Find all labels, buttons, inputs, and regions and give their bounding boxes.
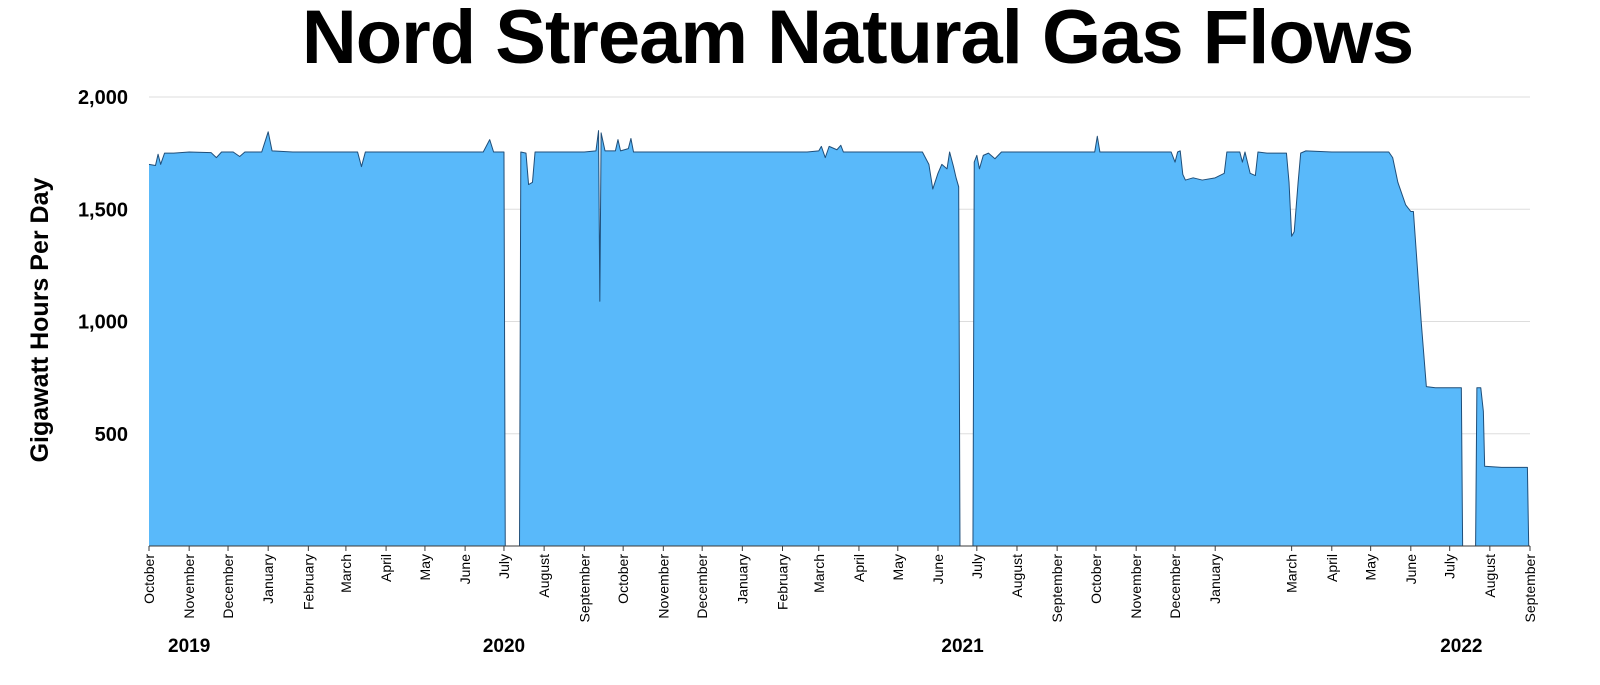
x-tick-label: November [655,554,671,619]
area-fill [519,130,960,547]
x-tick-label: August [1482,554,1498,598]
x-tick-label: April [1324,554,1340,582]
x-tick-label: June [1403,554,1419,585]
x-tick-label: November [1128,554,1144,619]
x-tick-label: August [1009,554,1025,598]
x-tick-label: January [260,554,276,604]
year-label: 2022 [1440,636,1482,657]
x-tick-label: June [930,554,946,585]
y-tick-label: 2,000 [78,87,128,109]
x-tick-label: February [775,554,791,610]
x-tick-label: October [615,554,631,604]
year-label: 2021 [941,636,984,657]
x-tick-label: August [536,554,552,598]
x-tick-label: April [851,554,867,582]
y-tick-label: 1,500 [78,199,128,221]
x-tick-label: June [457,554,473,585]
x-tick-label: April [378,554,394,582]
area-fill [972,136,1463,547]
year-label: 2020 [483,636,525,657]
x-tick-label: July [1442,554,1458,579]
x-tick-label: September [1522,554,1538,623]
year-label: 2019 [168,636,210,657]
y-axis: 500 1,000 1,500 2,000 [78,87,128,446]
x-tick-label: October [141,554,157,604]
area-line [972,135,1464,547]
area-fill [1475,387,1529,546]
x-tick-label: July [496,554,512,579]
x-tick-label: March [811,554,827,593]
x-tick-label: February [300,554,316,610]
chart-title: Nord Stream Natural Gas Flows [301,0,1414,80]
x-tick-label: September [1049,554,1065,623]
x-tick-label: December [1167,554,1183,619]
y-axis-label: Gigawatt Hours Per Day [26,178,54,463]
area-line [519,130,961,547]
x-tick-label: November [181,554,197,619]
x-tick-label: March [1284,554,1300,593]
area-fill [149,131,506,547]
x-tick-label: May [417,554,433,580]
x-axis: October November December January February Ma… [141,546,1538,622]
area-line [1475,387,1530,547]
y-tick-label: 1,000 [78,312,128,334]
x-tick-label: March [338,554,354,593]
x-tick-label: December [220,554,236,619]
area-line [148,131,506,547]
x-tick-label: May [890,554,906,580]
x-tick-label: January [734,554,750,604]
x-tick-label: July [969,554,985,579]
x-tick-label: December [694,554,710,619]
x-tick-label: January [1207,554,1223,604]
x-tick-label: September [576,554,592,623]
area-series [148,130,1530,547]
x-tick-label: May [1363,554,1379,580]
x-tick-label: October [1088,554,1104,604]
y-tick-label: 500 [95,424,128,446]
year-labels: 2019 2020 2021 2022 [168,636,1482,657]
